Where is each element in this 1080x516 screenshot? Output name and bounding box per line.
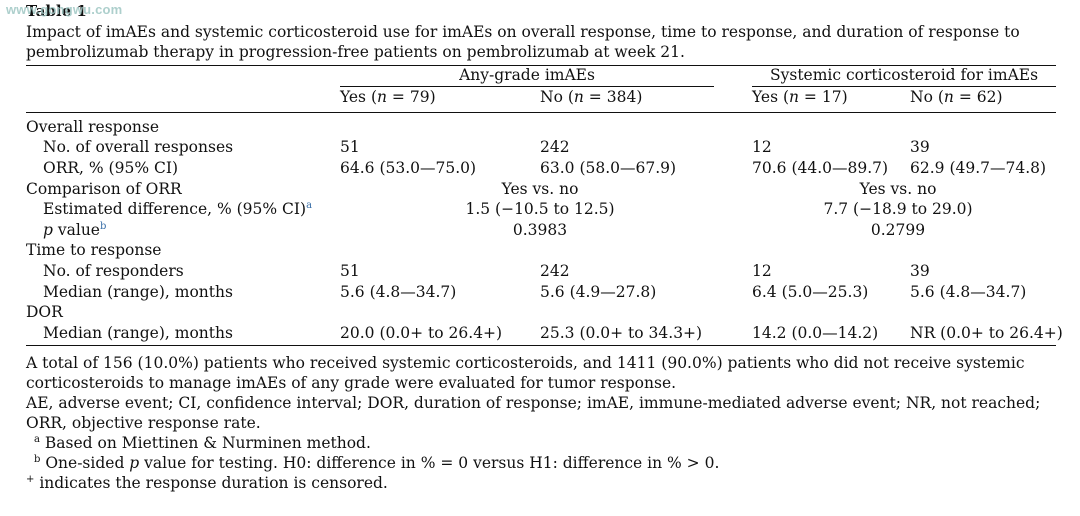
group-header-row: Any-grade imAEs Systemic corticosteroid …: [26, 66, 1057, 87]
results-table: Any-grade imAEs Systemic corticosteroid …: [26, 66, 1063, 343]
table-notes: A total of 156 (10.0%) patients who rece…: [26, 353, 1056, 493]
column-header-imaes-yes: Yes (n = 79): [340, 88, 436, 107]
footnote-a: a Based on Miettinen & Nurminen method.: [34, 433, 371, 453]
note-abbreviations: AE, adverse event; CI, confidence interv…: [26, 394, 1041, 433]
column-header-imaes-no: No (n = 384): [540, 88, 643, 107]
table-row: p valueb 0.3983 0.2799: [43, 220, 926, 239]
watermark: www.gongwu.com: [6, 2, 123, 17]
table-row: Median (range), months 5.6 (4.8—34.7) 5.…: [43, 282, 1027, 301]
table-title: Table 1: [26, 2, 87, 20]
column-header-cs-yes: Yes (n = 17): [752, 88, 848, 107]
table-row: ORR, % (95% CI) 64.6 (53.0—75.0) 63.0 (5…: [43, 159, 1047, 178]
section-row-overall-response: Overall response: [26, 117, 160, 136]
table-row: No. of overall responses 51 242 12 39: [43, 138, 930, 157]
table-figure: Table 1 Impact of imAEs and systemic cor…: [26, 2, 1063, 493]
bottom-rule: [26, 345, 1056, 347]
table-row: No. of responders 51 242 12 39: [43, 262, 930, 281]
footnote-plus: + indicates the response duration is cen…: [26, 473, 388, 493]
note-total: A total of 156 (10.0%) patients who rece…: [26, 354, 1025, 393]
group-header-corticosteroid: Systemic corticosteroid for imAEs: [740, 66, 1057, 87]
table-caption: Impact of imAEs and systemic corticoster…: [26, 23, 1020, 61]
group-header-imaes: Any-grade imAEs: [340, 66, 740, 87]
footnote-b: b One-sided p value for testing. H0: dif…: [34, 453, 720, 473]
table-row: Estimated difference, % (95% CI)a 1.5 (−…: [43, 200, 973, 219]
top-rule: [26, 65, 1056, 66]
table-row: Comparison of ORR Yes vs. no Yes vs. no: [26, 179, 937, 198]
table-row: Median (range), months 20.0 (0.0+ to 26.…: [43, 323, 1063, 342]
column-header-row: Yes (n = 79) No (n = 384) Yes (n = 17) N…: [26, 87, 1056, 108]
section-row-time-to-response: Time to response: [26, 241, 162, 260]
column-header-cs-no: No (n = 62): [910, 88, 1003, 107]
section-row-dor: DOR: [26, 303, 63, 322]
